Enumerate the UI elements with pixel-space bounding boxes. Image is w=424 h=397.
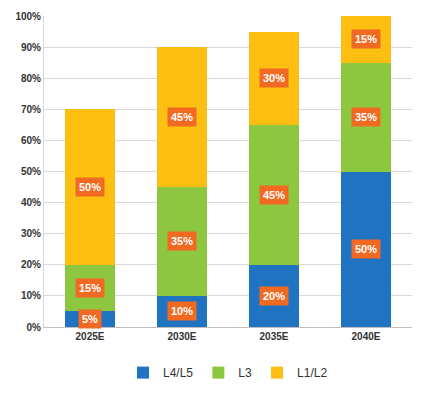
svg-text:30%: 30% xyxy=(21,228,41,239)
svg-text:0%: 0% xyxy=(27,322,42,333)
svg-text:10%: 10% xyxy=(171,305,193,317)
svg-text:60%: 60% xyxy=(21,135,41,146)
svg-text:20%: 20% xyxy=(263,290,285,302)
svg-text:L4/L5: L4/L5 xyxy=(163,366,193,380)
svg-text:50%: 50% xyxy=(21,166,41,177)
svg-text:15%: 15% xyxy=(355,33,377,45)
svg-text:20%: 20% xyxy=(21,259,41,270)
svg-text:80%: 80% xyxy=(21,73,41,84)
svg-text:35%: 35% xyxy=(355,111,377,123)
svg-text:5%: 5% xyxy=(82,313,98,325)
svg-text:70%: 70% xyxy=(21,104,41,115)
svg-text:L3: L3 xyxy=(238,366,252,380)
svg-text:35%: 35% xyxy=(171,235,193,247)
svg-text:50%: 50% xyxy=(355,243,377,255)
svg-text:2025E: 2025E xyxy=(76,331,105,342)
svg-text:100%: 100% xyxy=(15,11,41,22)
svg-text:2030E: 2030E xyxy=(168,331,197,342)
svg-text:30%: 30% xyxy=(263,72,285,84)
svg-text:L1/L2: L1/L2 xyxy=(297,366,327,380)
svg-text:10%: 10% xyxy=(21,290,41,301)
svg-text:40%: 40% xyxy=(21,197,41,208)
svg-text:15%: 15% xyxy=(79,282,101,294)
svg-text:45%: 45% xyxy=(263,189,285,201)
svg-text:90%: 90% xyxy=(21,42,41,53)
svg-text:45%: 45% xyxy=(171,111,193,123)
svg-text:2035E: 2035E xyxy=(260,331,289,342)
svg-text:2040E: 2040E xyxy=(352,331,381,342)
svg-text:50%: 50% xyxy=(79,181,101,193)
